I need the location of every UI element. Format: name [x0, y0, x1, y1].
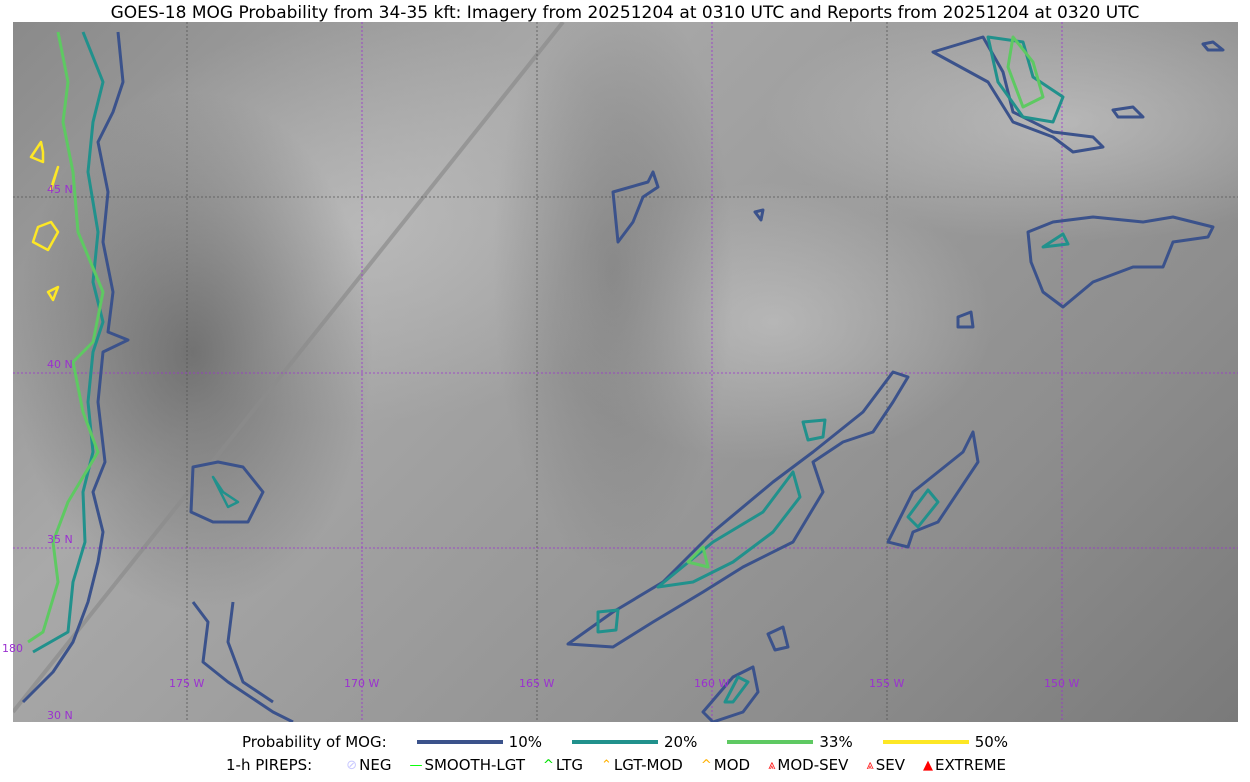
lon-label-165w: 165 W: [519, 677, 555, 690]
pirep-item-sev: ⩓ SEV: [866, 756, 905, 774]
mog-contours: [21, 31, 1225, 722]
swatch-50: [882, 740, 969, 744]
swath-seam: [13, 22, 565, 714]
legend-10: 10%: [508, 733, 543, 751]
swatch-20: [572, 740, 659, 744]
neg-icon: ⊘: [346, 757, 358, 773]
mod-icon: ^: [700, 757, 712, 773]
lon-label-170w: 170 W: [344, 677, 380, 690]
caret-icon: ^: [543, 757, 554, 773]
pirep-item-ltg: ^ LTG: [543, 756, 583, 774]
pirep-label: LTG: [555, 756, 583, 774]
pirep-item-neg: ⊘ NEG: [346, 756, 391, 774]
plot-title: GOES-18 MOG Probability from 34-35 kft: …: [110, 3, 1140, 23]
pirep-label: EXTREME: [935, 756, 1006, 774]
pirep-legend-title: 1-h PIREPS:: [226, 756, 313, 774]
pirep-item-mod-sev: ⩓ MOD-SEV: [768, 756, 848, 774]
pirep-item-lgt-mod: ⌃ LGT-MOD: [601, 756, 683, 774]
lat-label-45n: 45 N: [47, 183, 73, 196]
mod-sev-icon: ⩓: [768, 757, 776, 773]
swatch-10: [416, 740, 503, 744]
lon-label-150w: 150 W: [1044, 677, 1080, 690]
sev-icon: ⩓: [866, 757, 874, 773]
pirep-item-extreme: ▲ EXTREME: [923, 756, 1006, 774]
legend-50: 50%: [974, 733, 1009, 751]
pirep-label: MOD: [713, 756, 751, 774]
lon-label-175w: 175 W: [169, 677, 205, 690]
probability-legend: Probability of MOG: 10% 20% 33% 50%: [0, 733, 1250, 751]
pirep-item-mod: ^ MOD: [701, 756, 750, 774]
pirep-label: LGT-MOD: [613, 756, 683, 774]
pirep-label: SMOOTH-LGT: [424, 756, 526, 774]
lon-label-155w: 155 W: [869, 677, 905, 690]
swatch-33: [727, 740, 814, 744]
lgt-mod-icon: ⌃: [601, 757, 612, 773]
satellite-map: [13, 22, 1238, 722]
pirep-label: SEV: [875, 756, 906, 774]
graticule: [13, 22, 1238, 722]
pirep-label: MOD-SEV: [777, 756, 849, 774]
extreme-icon: ▲: [923, 757, 934, 773]
probability-legend-title: Probability of MOG:: [241, 733, 387, 751]
lat-label-30n: 30 N: [47, 709, 73, 722]
legend-33: 33%: [819, 733, 853, 751]
lat-label-35n: 35 N: [47, 533, 73, 546]
pirep-label: NEG: [359, 756, 392, 774]
map-overlay: [13, 22, 1238, 722]
lon-label-180: 180: [2, 642, 23, 655]
pirep-legend: 1-h PIREPS: ⊘ NEG — SMOOTH-LGT ^ LTG ⌃ LGT-MOD ^…: [0, 756, 1250, 774]
legend-20: 20%: [664, 733, 698, 751]
pirep-item-smooth-lgt: — SMOOTH-LGT: [409, 756, 525, 774]
lat-label-40n: 40 N: [47, 358, 73, 371]
lon-label-160w: 160 W: [694, 677, 730, 690]
smooth-line-icon: —: [409, 757, 423, 773]
